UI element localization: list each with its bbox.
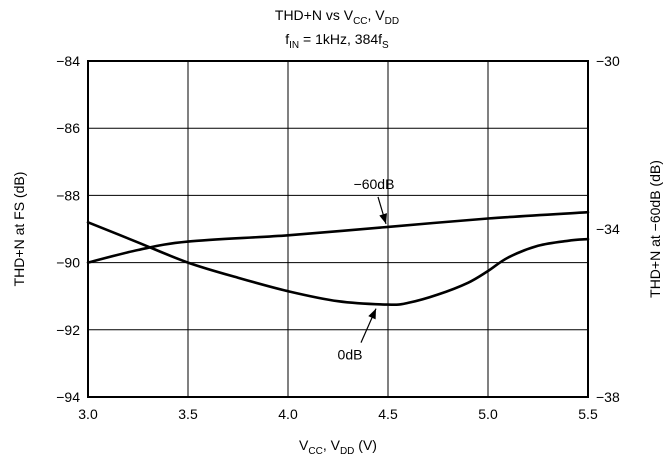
y-left-tick-label: −84 <box>56 53 80 69</box>
y-left-tick-label: −94 <box>56 389 80 405</box>
x-tick-label: 5.5 <box>578 406 598 422</box>
annotation-arrow-0db-head <box>368 308 376 320</box>
x-tick-label: 4.0 <box>278 406 298 422</box>
plot-frame <box>87 60 589 398</box>
chart-title-line1: THD+N vs VCC, VDD <box>275 7 399 27</box>
series-line-minus60db <box>86 210 590 264</box>
tick-labels: 3.0 3.5 4.0 4.5 5.0 5.5 −84 −86 −88 −90 −92 −94 −30 −… <box>56 53 620 422</box>
series-line-0db <box>86 221 590 306</box>
chart-title-line2: fIN = 1kHz, 384fS <box>285 31 389 51</box>
x-tick-label: 5.0 <box>478 406 498 422</box>
x-tick-label: 3.0 <box>78 406 98 422</box>
y-left-tick-label: −88 <box>56 187 80 203</box>
series-group <box>86 210 590 306</box>
x-axis-label: VCC, VDD (V) <box>299 437 377 457</box>
annotation-0db: 0dB <box>338 347 363 363</box>
x-tick-label: 4.5 <box>378 406 398 422</box>
annotation-arrow-minus60db-head <box>379 213 387 224</box>
y-right-tick-label: −38 <box>596 389 620 405</box>
annotations: −60dB 0dB <box>338 176 395 363</box>
y-right-tick-label: −34 <box>596 221 620 237</box>
y-right-tick-label: −30 <box>596 53 620 69</box>
y-axis-left-label: THD+N at FS (dB) <box>11 172 27 287</box>
y-left-tick-label: −90 <box>56 255 80 271</box>
y-left-tick-label: −92 <box>56 322 80 338</box>
annotation-minus60db: −60dB <box>354 176 395 192</box>
x-tick-label: 3.5 <box>178 406 198 422</box>
y-left-tick-label: −86 <box>56 120 80 136</box>
y-axis-right-label: THD+N at −60dB (dB) <box>647 160 663 298</box>
